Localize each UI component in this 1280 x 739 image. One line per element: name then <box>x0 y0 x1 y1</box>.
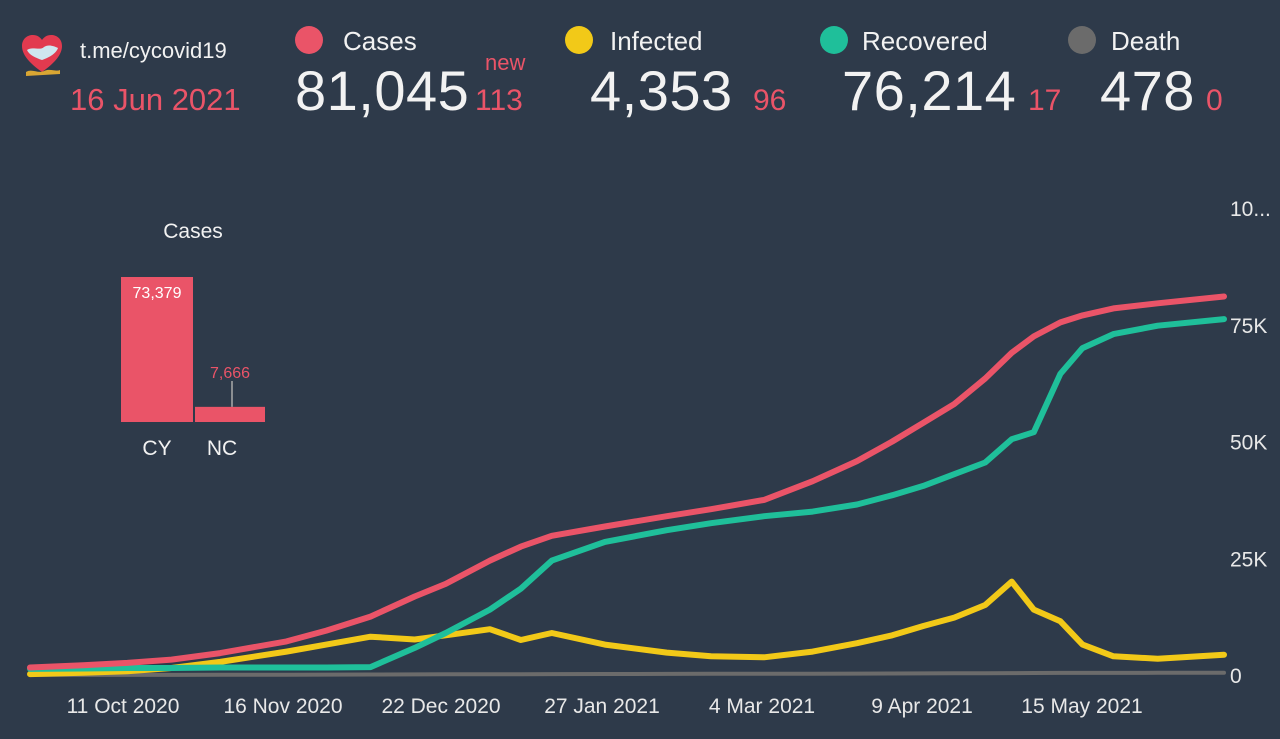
infected-dot-icon <box>565 26 593 54</box>
stat-label: Infected <box>610 26 703 56</box>
stat-value: 81,045 <box>295 59 470 122</box>
stat-label: Cases <box>343 26 417 56</box>
death-dot-icon <box>1068 26 1096 54</box>
source-link[interactable]: t.me/cycovid19 <box>80 38 227 63</box>
bar-value-label: 73,379 <box>133 285 182 302</box>
stat-delta: 113 <box>475 84 523 117</box>
new-label: new <box>485 50 526 75</box>
stat-value: 4,353 <box>590 59 733 122</box>
y-tick-label: 75K <box>1230 315 1267 338</box>
cyprus-heart-icon <box>22 35 62 76</box>
stat-value: 478 <box>1100 59 1195 122</box>
y-tick-label: 50K <box>1230 432 1267 455</box>
stat-value: 76,214 <box>842 59 1017 122</box>
timeline-line-chart: 11 Oct 2020 16 Nov 2020 22 Dec 2020 27 Jan … <box>27 198 1271 718</box>
series-line-cases <box>27 293 1227 671</box>
stat-delta: 0 <box>1206 84 1223 117</box>
cases-bar-chart: Cases CY 73,379 NC 7,666 <box>121 220 265 460</box>
stat-label: Recovered <box>862 26 988 56</box>
x-tick-label: 4 Mar 2021 <box>709 695 815 718</box>
x-tick-label: 27 Jan 2021 <box>544 695 660 718</box>
bar-value-label: 7,666 <box>210 365 250 382</box>
bar-category-label: CY <box>142 437 171 460</box>
x-tick-label: 15 May 2021 <box>1021 695 1142 718</box>
report-date: 16 Jun 2021 <box>70 82 241 117</box>
y-tick-label: 10... <box>1230 198 1271 221</box>
stat-delta: 96 <box>753 84 787 117</box>
x-tick-label: 16 Nov 2020 <box>223 695 342 718</box>
series-line-infected <box>27 578 1227 678</box>
stat-delta: 17 <box>1028 84 1062 117</box>
series-line-death <box>28 670 1226 677</box>
x-tick-label: 9 Apr 2021 <box>871 695 973 718</box>
cases-dot-icon <box>295 26 323 54</box>
bar-chart-title: Cases <box>163 220 223 243</box>
bar-cy <box>121 277 193 422</box>
stat-label: Death <box>1111 26 1181 56</box>
bar-category-label: NC <box>207 437 237 460</box>
header: t.me/cycovid19 16 Jun 2021 new Cases 81,… <box>0 0 1280 130</box>
bar-nc <box>195 406 265 422</box>
series-line-recovered <box>27 316 1227 672</box>
y-tick-label: 0 <box>1230 665 1242 688</box>
x-tick-label: 11 Oct 2020 <box>67 695 180 718</box>
x-tick-label: 22 Dec 2020 <box>381 695 500 718</box>
recovered-dot-icon <box>820 26 848 54</box>
y-tick-label: 25K <box>1230 548 1267 571</box>
